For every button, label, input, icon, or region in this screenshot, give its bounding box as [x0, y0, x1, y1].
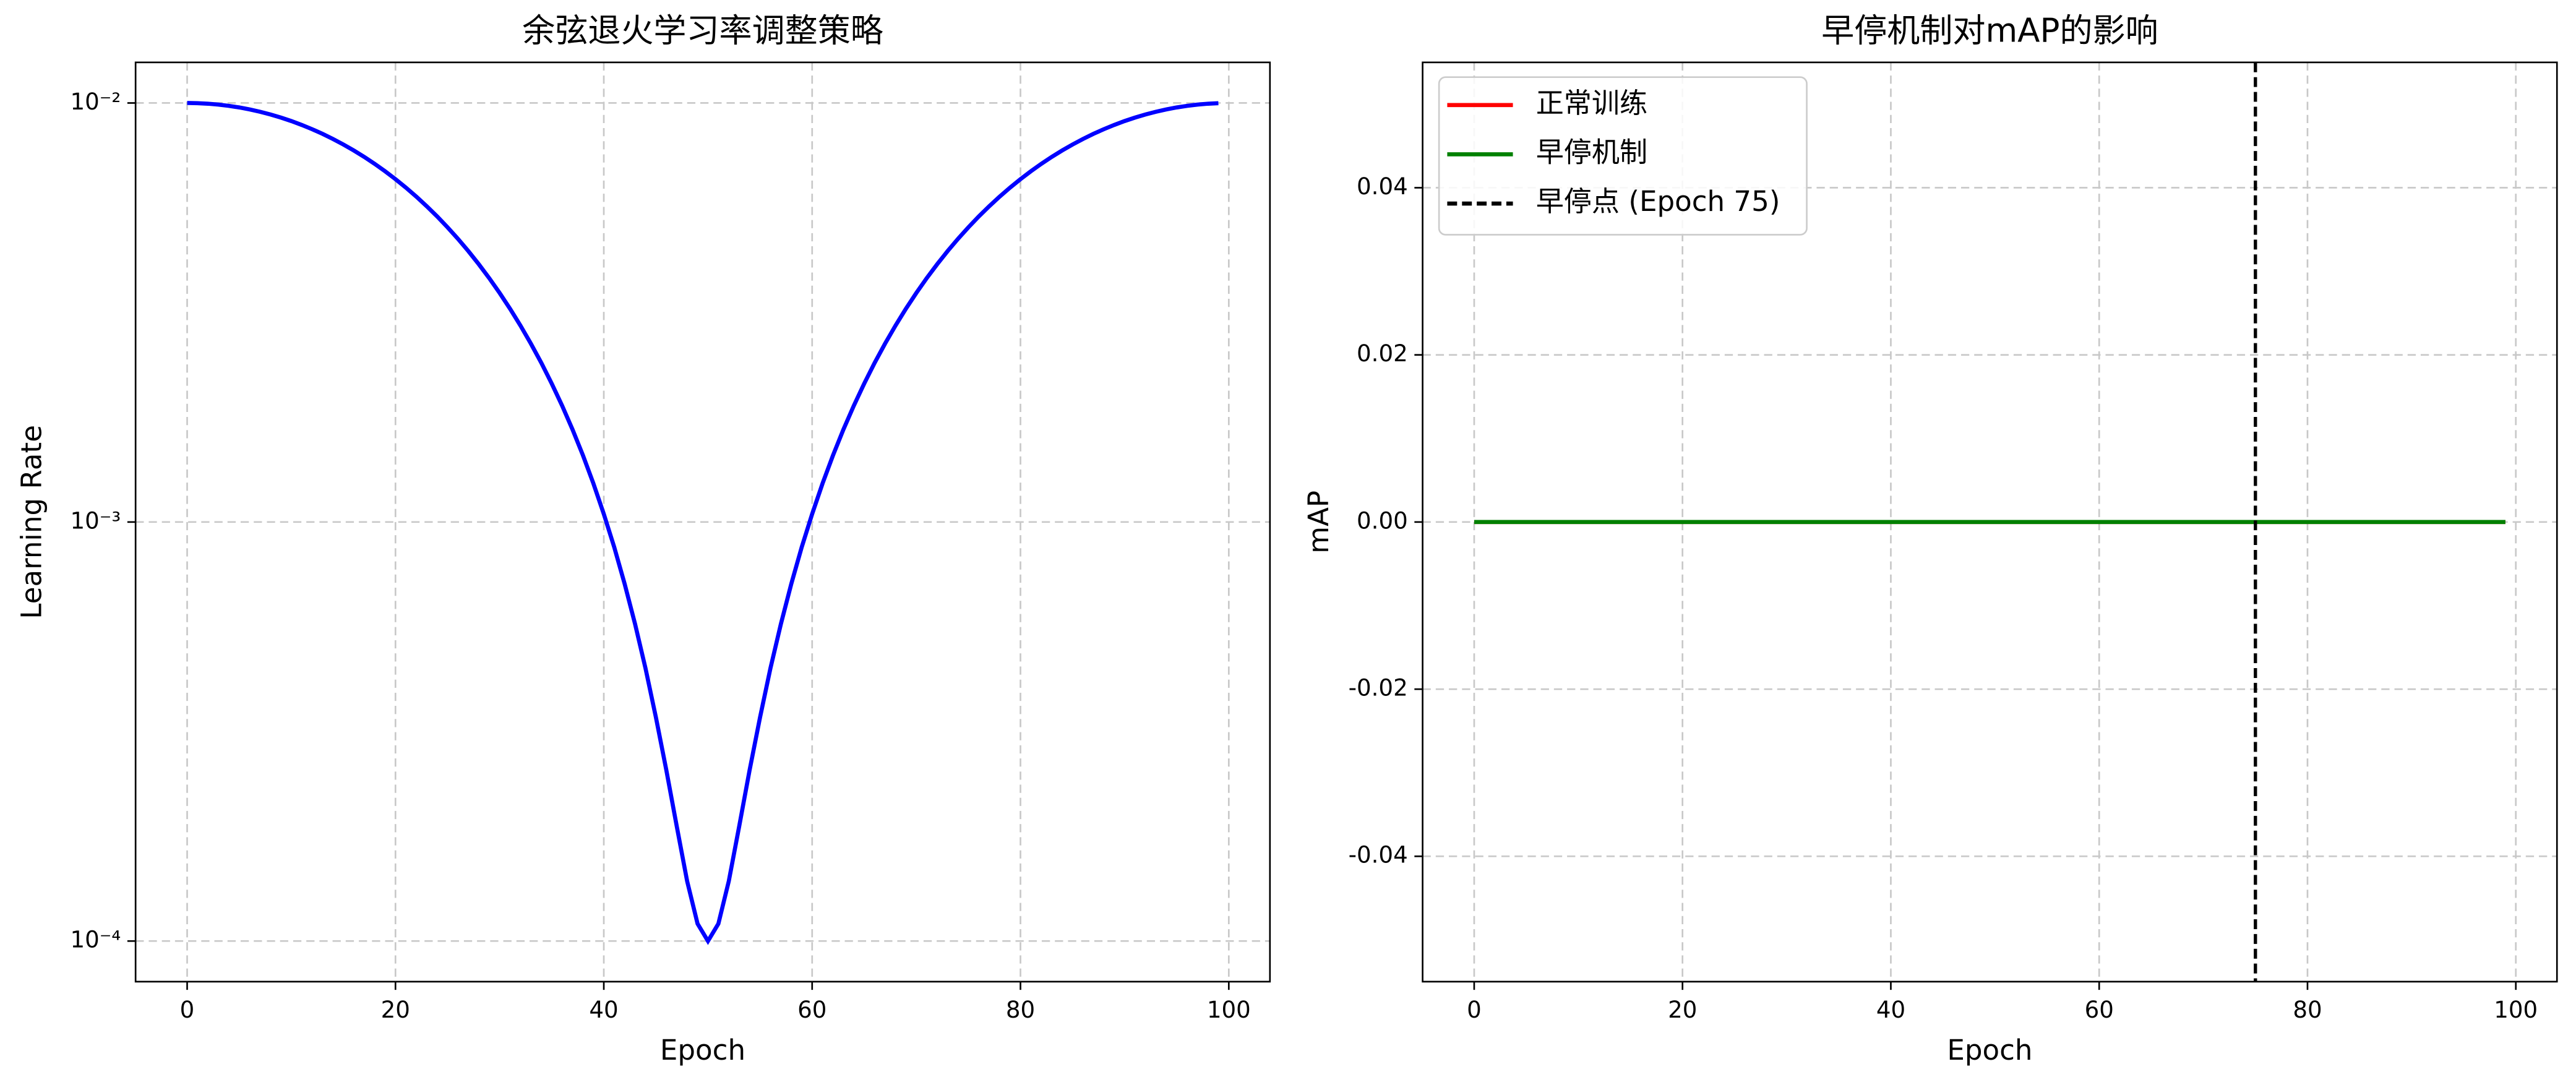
x-tick-label: 80	[2293, 997, 2322, 1023]
legend-label: 正常训练	[1536, 87, 1647, 119]
x-tick-label: 60	[2085, 997, 2114, 1023]
x-tick-label: 40	[1876, 997, 1905, 1023]
legend-label: 早停机制	[1536, 135, 1647, 168]
legend-label: 早停点 (Epoch 75)	[1536, 185, 1780, 218]
axes-frame	[134, 61, 1271, 983]
y-tick-label: 0.00	[1357, 507, 1408, 534]
y-tick-label: 0.04	[1357, 173, 1408, 200]
x-tick-label: 0	[1467, 997, 1482, 1023]
x-tick-label: 20	[381, 997, 410, 1023]
x-tick-label: 0	[180, 997, 195, 1023]
y-axis-label: Learning Rate	[15, 425, 48, 619]
y-tick-label: 10⁻²	[71, 88, 121, 115]
x-tick-label: 80	[1006, 997, 1035, 1023]
x-axis-label: Epoch	[660, 1034, 745, 1066]
x-tick-label: 20	[1668, 997, 1697, 1023]
y-tick-label: -0.04	[1349, 842, 1408, 869]
y-tick-label: 10⁻³	[71, 507, 121, 534]
x-tick-label: 100	[2494, 997, 2538, 1023]
y-tick-label: 10⁻⁴	[71, 927, 121, 953]
axes-frame	[1422, 61, 2558, 983]
y-tick-label: 0.02	[1357, 340, 1408, 367]
chart-title: 早停机制对mAP的影响	[1821, 12, 2158, 50]
y-axis-label: mAP	[1302, 491, 1335, 554]
y-tick-label: -0.02	[1349, 675, 1408, 702]
legend-box	[1438, 76, 1808, 236]
x-tick-label: 100	[1207, 997, 1251, 1023]
x-tick-label: 60	[797, 997, 826, 1023]
x-axis-label: Epoch	[1947, 1034, 2032, 1066]
x-tick-label: 40	[589, 997, 618, 1023]
line	[187, 101, 1219, 945]
chart-title: 余弦退火学习率调整策略	[522, 12, 883, 50]
